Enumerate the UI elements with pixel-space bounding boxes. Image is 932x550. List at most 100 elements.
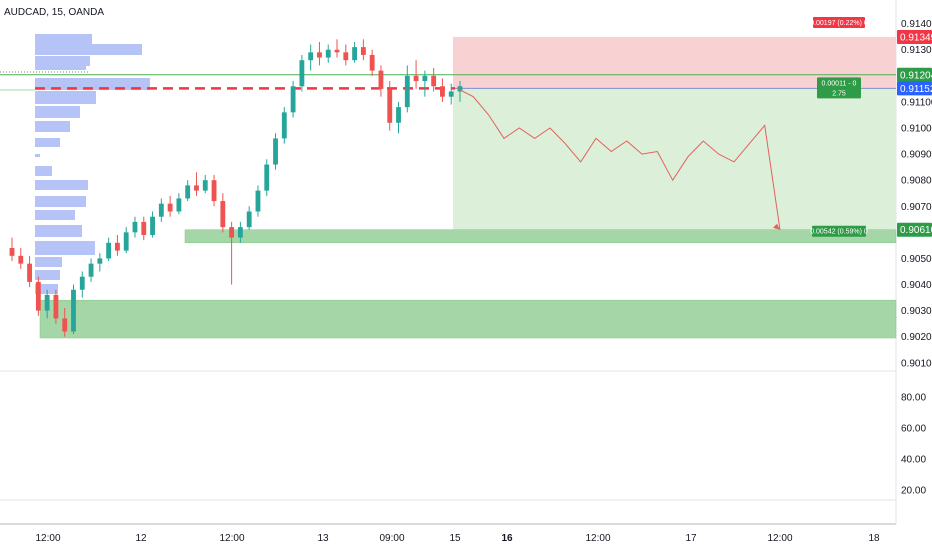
price-tag xyxy=(897,222,932,237)
target-label-box xyxy=(812,225,866,237)
candle-body xyxy=(35,281,41,311)
candle-body xyxy=(237,227,243,238)
candle-body xyxy=(431,75,437,87)
candle-body xyxy=(422,75,428,82)
sub-axis-tick-label: 60.00 xyxy=(901,424,926,435)
candle-body xyxy=(413,75,419,82)
candle-body xyxy=(281,112,287,139)
candle-body xyxy=(317,52,322,58)
price-tag-label: 0.91349 xyxy=(900,32,932,43)
candle-body xyxy=(440,86,445,97)
demand-zone-upper xyxy=(184,229,897,244)
price-tag-label: 0.91152 xyxy=(900,84,932,95)
candle-body xyxy=(27,263,32,282)
price-tag xyxy=(897,29,932,44)
projection-path xyxy=(457,88,781,230)
volume-profile-bar xyxy=(35,91,96,104)
volume-profile xyxy=(35,34,150,294)
volume-profile-bar xyxy=(35,180,88,190)
risk-reward-label: 2.75 xyxy=(832,90,846,97)
volume-profile-bar xyxy=(35,138,60,147)
volume-profile-bar xyxy=(35,56,90,66)
price-tag xyxy=(897,81,932,96)
time-tick-label: 16 xyxy=(501,533,513,544)
target-label: 0.00542 (0.59%) 0 xyxy=(810,229,868,236)
candle-body xyxy=(79,276,85,290)
candle-body xyxy=(9,248,15,256)
entry-label-box xyxy=(817,77,861,99)
time-tick-label: 15 xyxy=(449,533,461,544)
projection-arrowhead xyxy=(773,223,780,230)
candle-body xyxy=(44,294,50,311)
candle-body xyxy=(369,54,375,71)
candle-body xyxy=(18,255,24,264)
volume-profile-bar xyxy=(35,34,92,44)
chart-title: AUDCAD, 15, OANDA xyxy=(4,7,104,18)
sub-axis-tick-label: 20.00 xyxy=(901,486,926,497)
price-tag-label: 0.91204 xyxy=(900,70,932,81)
candle-body xyxy=(106,242,112,259)
candle-body xyxy=(194,185,199,191)
candle-body xyxy=(387,88,393,123)
volume-profile-bar xyxy=(35,225,82,237)
volume-profile-bar xyxy=(35,284,58,294)
candle-body xyxy=(457,86,463,92)
candle-body xyxy=(158,203,164,217)
volume-profile-bar xyxy=(35,210,75,220)
candle-body xyxy=(448,91,454,97)
candle-body xyxy=(229,227,235,238)
candle-body xyxy=(71,289,76,332)
time-tick-label: 18 xyxy=(868,533,880,544)
stop-label: 0.00197 (0.22%) 0 xyxy=(810,20,868,27)
candle-body xyxy=(255,190,261,212)
candle-body xyxy=(202,180,208,191)
candle-body xyxy=(114,242,120,251)
candle-body xyxy=(273,138,278,165)
candle-body xyxy=(185,185,191,199)
candle-body xyxy=(246,211,252,228)
time-tick-label: 12:00 xyxy=(767,533,792,544)
volume-profile-bar xyxy=(35,257,62,267)
candle-body xyxy=(360,47,366,55)
time-tick-label: 12:00 xyxy=(585,533,610,544)
take-profit-area xyxy=(453,88,896,230)
volume-profile-bar xyxy=(35,121,70,132)
candle-body xyxy=(396,107,401,123)
time-tick-label: 12 xyxy=(135,533,147,544)
volume-profile-bar xyxy=(35,78,150,90)
volume-profile-bar xyxy=(35,196,86,207)
candle-body xyxy=(299,60,305,87)
volume-profile-bar xyxy=(35,44,142,55)
candle-body xyxy=(211,180,217,202)
volume-profile-bar xyxy=(35,154,40,157)
candle-body xyxy=(53,294,59,319)
candle-body xyxy=(150,216,155,235)
candle-body xyxy=(290,86,296,113)
trade-areas xyxy=(39,36,897,339)
entry-label: 0.00011 - 0 xyxy=(822,80,857,87)
price-tick-label: 0.90100 xyxy=(901,358,932,369)
time-tick-label: 09:00 xyxy=(379,533,404,544)
price-tag xyxy=(897,67,932,82)
time-tick-label: 13 xyxy=(317,533,329,544)
volume-profile-bar xyxy=(35,241,95,255)
time-tick-label: 17 xyxy=(685,533,697,544)
candle-body xyxy=(141,221,147,235)
candle-body xyxy=(88,263,94,277)
stop-label-box xyxy=(813,16,865,28)
volume-profile-bar xyxy=(35,270,60,280)
